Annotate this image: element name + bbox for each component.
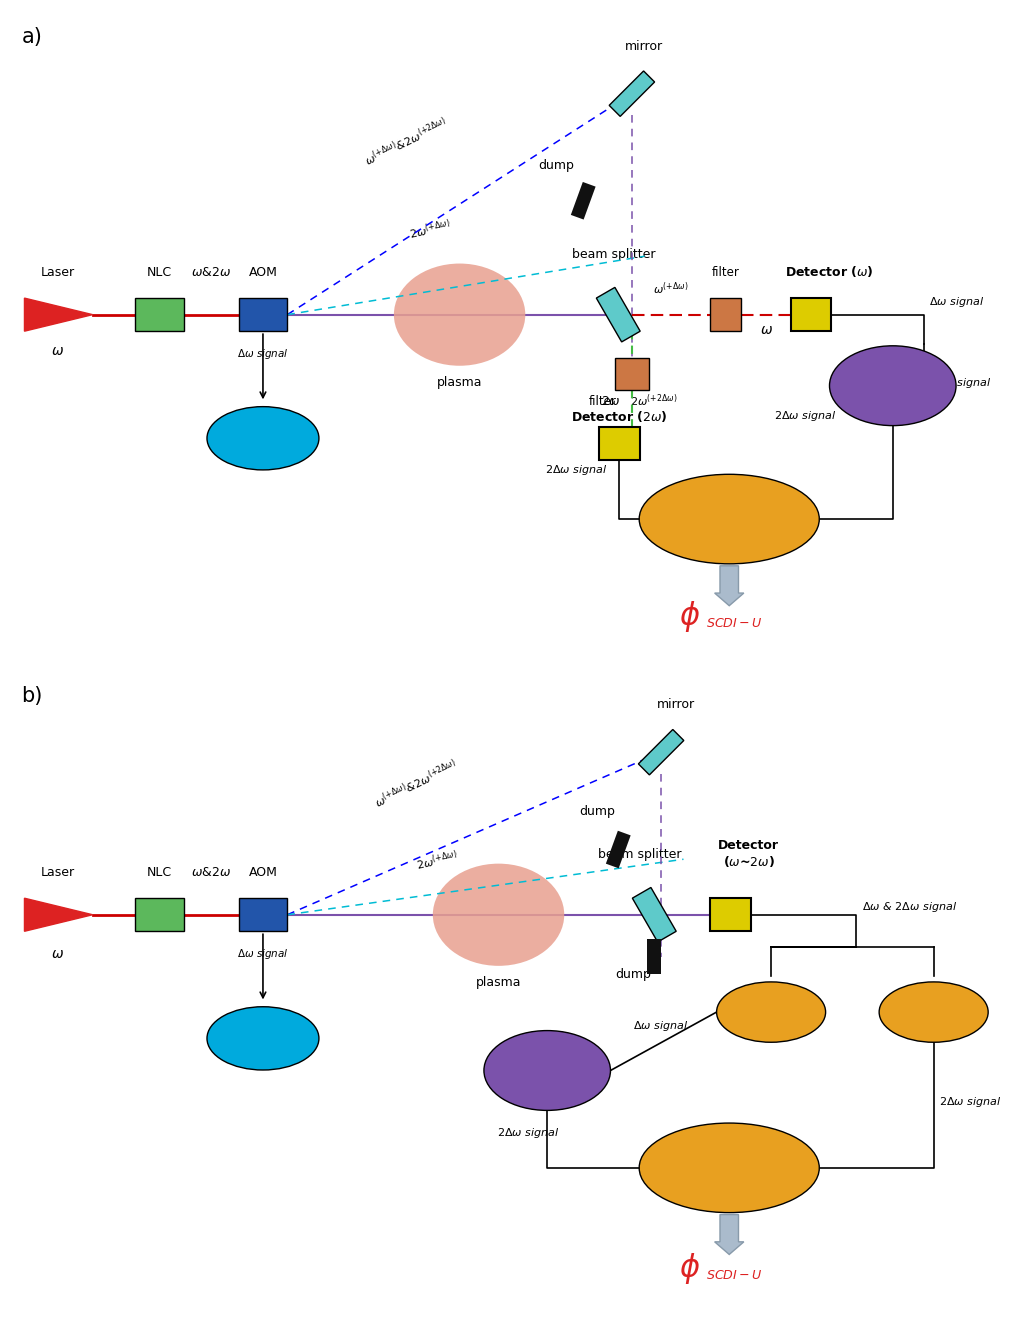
Text: $\Delta\omega$ signal: $\Delta\omega$ signal [633,1018,689,1033]
Text: a): a) [22,28,42,47]
Polygon shape [609,71,655,116]
Text: $\omega$&$2\omega$: $\omega$&$2\omega$ [192,865,231,878]
Ellipse shape [830,346,956,425]
Ellipse shape [717,982,826,1042]
Text: $2\Delta\omega$ signal: $2\Delta\omega$ signal [774,408,836,423]
Text: $\omega^{(+\Delta\omega)}$&$2\omega^{(+2\Delta\omega)}$: $\omega^{(+\Delta\omega)}$&$2\omega^{(+2… [362,113,451,169]
Ellipse shape [207,1006,319,1069]
Text: AOM: AOM [249,266,278,279]
Text: Laser: Laser [40,865,75,878]
Polygon shape [638,730,684,774]
Text: Lowpass
filter: Lowpass filter [744,1001,798,1023]
Polygon shape [25,298,92,331]
Text: NLC: NLC [147,865,172,878]
Text: mirror: mirror [625,40,663,53]
Text: $2\omega^{(+\Delta\omega)}$: $2\omega^{(+\Delta\omega)}$ [408,216,453,241]
FancyBboxPatch shape [238,898,287,931]
FancyArrow shape [715,566,744,606]
Text: $\Delta\omega$ & $2\Delta\omega$ signal: $\Delta\omega$ & $2\Delta\omega$ signal [862,900,956,914]
Ellipse shape [484,1031,610,1110]
Text: IQ
demodulator
($2\Delta\omega$): IQ demodulator ($2\Delta\omega$) [689,500,769,537]
Text: $\phi$: $\phi$ [679,1251,700,1285]
Polygon shape [648,939,661,975]
FancyBboxPatch shape [615,358,650,390]
Polygon shape [25,898,92,931]
Polygon shape [597,287,640,342]
Text: filter: filter [712,266,740,279]
Text: Highpass
filter: Highpass filter [905,1001,962,1023]
Text: $_{SCDI-U}$: $_{SCDI-U}$ [706,612,762,631]
Text: plasma: plasma [437,375,483,389]
Text: $\phi$: $\phi$ [679,599,700,633]
Text: $_{SCDI-U}$: $_{SCDI-U}$ [706,1264,762,1281]
Ellipse shape [639,1123,819,1213]
Text: Frequency
doubler: Frequency doubler [515,1060,579,1081]
Text: NLC: NLC [147,266,172,279]
FancyBboxPatch shape [136,298,184,331]
Ellipse shape [394,263,525,366]
Text: $\Delta\omega$ signal: $\Delta\omega$ signal [237,947,289,961]
Polygon shape [571,182,596,220]
Text: $\omega^{(+\Delta\omega)}$&$2\omega^{(+2\Delta\omega)}$: $\omega^{(+\Delta\omega)}$&$2\omega^{(+2… [371,756,460,810]
Ellipse shape [880,982,988,1042]
Text: $2\omega^{(+2\Delta\omega)}$: $2\omega^{(+2\Delta\omega)}$ [631,392,679,408]
Text: $\omega^{(+\Delta\omega)}$: $\omega^{(+\Delta\omega)}$ [653,281,689,296]
Text: $\omega$: $\omega$ [51,947,64,961]
Text: $2\Delta\omega$ signal: $2\Delta\omega$ signal [929,375,991,390]
FancyBboxPatch shape [238,298,287,331]
FancyBboxPatch shape [790,298,832,331]
Text: $\omega$: $\omega$ [51,344,64,358]
Text: beam splitter: beam splitter [572,248,655,261]
Text: Detector ($\omega$): Detector ($\omega$) [785,263,873,279]
Text: filter: filter [588,395,616,408]
Text: dump: dump [579,806,614,818]
Text: $\Delta\omega$ signal: $\Delta\omega$ signal [237,346,289,361]
Text: plasma: plasma [476,976,521,989]
Text: dump: dump [615,968,651,981]
Ellipse shape [433,864,565,965]
Text: beam splitter: beam splitter [598,848,682,861]
FancyBboxPatch shape [710,898,751,931]
FancyArrow shape [715,1214,744,1255]
Text: $2\Delta\omega$ signal: $2\Delta\omega$ signal [545,464,607,477]
FancyBboxPatch shape [136,898,184,931]
Text: $\Delta\omega$ signal: $\Delta\omega$ signal [929,295,984,309]
Polygon shape [632,888,677,942]
Text: Detector
($\omega$~$2\omega$): Detector ($\omega$~$2\omega$) [718,839,779,869]
Text: $\omega$: $\omega$ [759,323,773,337]
Text: AOM
driver: AOM driver [244,428,282,449]
FancyBboxPatch shape [599,427,639,460]
FancyBboxPatch shape [710,298,741,331]
Text: $2\omega^{(+\Delta\omega)}$: $2\omega^{(+\Delta\omega)}$ [414,848,460,873]
Text: Frequency
doubler: Frequency doubler [861,375,925,396]
Text: $2\omega$: $2\omega$ [601,395,621,408]
Text: dump: dump [538,158,574,171]
Ellipse shape [639,474,819,564]
Text: IQ
demodulator
($2\Delta\omega$): IQ demodulator ($2\Delta\omega$) [689,1148,769,1187]
Text: AOM
driver: AOM driver [244,1027,282,1050]
Ellipse shape [207,407,319,470]
Text: $2\Delta\omega$ signal: $2\Delta\omega$ signal [940,1094,1002,1109]
Text: $\omega$&$2\omega$: $\omega$&$2\omega$ [192,266,231,279]
Text: $2\Delta\omega$ signal: $2\Delta\omega$ signal [496,1126,559,1139]
Text: Laser: Laser [40,266,75,279]
Text: b): b) [22,686,42,706]
Polygon shape [606,831,631,868]
Text: mirror: mirror [657,698,695,711]
Text: AOM: AOM [249,865,278,878]
Text: Detector ($2\omega$): Detector ($2\omega$) [571,408,667,424]
